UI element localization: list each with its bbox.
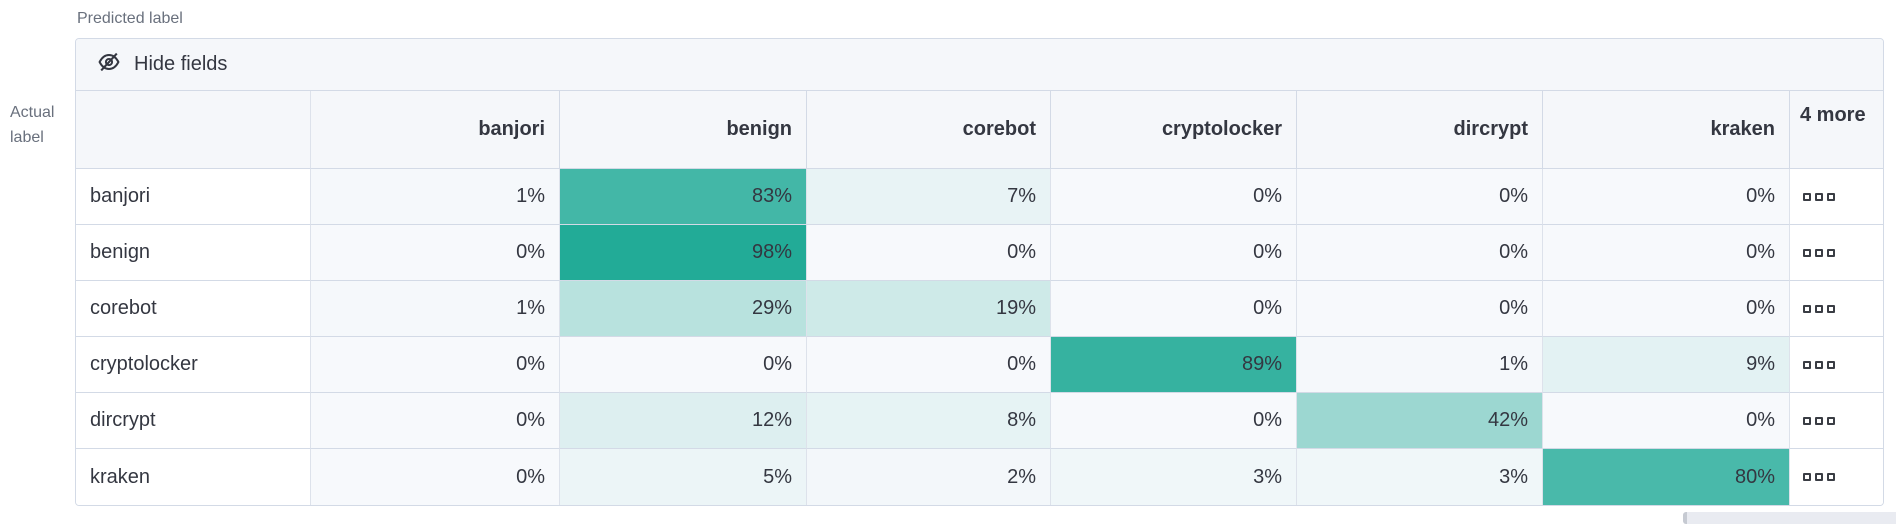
matrix-cell-benign-corebot: 0% (807, 225, 1051, 281)
horizontal-scrollbar-thumb[interactable] (1683, 512, 1896, 524)
column-header-benign[interactable]: benign (560, 91, 807, 169)
eye-closed-icon (96, 49, 122, 80)
boxes-horizontal-icon (1803, 248, 1835, 257)
boxes-horizontal-icon (1803, 304, 1835, 313)
matrix-cell-banjori-benign: 83% (560, 169, 807, 225)
matrix-cell-corebot-corebot: 19% (807, 281, 1051, 337)
row-label-kraken: kraken (76, 449, 311, 505)
matrix-cell-kraken-banjori: 0% (311, 449, 560, 505)
confusion-matrix-panel: Hide fields banjori benign corebot cryptolo… (75, 38, 1884, 506)
boxes-horizontal-icon (1803, 416, 1835, 425)
matrix-cell-corebot-dircrypt: 0% (1297, 281, 1543, 337)
more-columns-button[interactable] (1790, 449, 1883, 505)
matrix-cell-cryptolocker-dircrypt: 1% (1297, 337, 1543, 393)
more-columns-button[interactable] (1790, 393, 1883, 449)
matrix-cell-banjori-dircrypt: 0% (1297, 169, 1543, 225)
matrix-cell-kraken-corebot: 2% (807, 449, 1051, 505)
column-header-more[interactable]: 4 more (1790, 91, 1883, 169)
matrix-cell-banjori-kraken: 0% (1543, 169, 1790, 225)
matrix-cell-banjori-cryptolocker: 0% (1051, 169, 1297, 225)
matrix-cell-cryptolocker-cryptolocker: 89% (1051, 337, 1297, 393)
more-columns-button[interactable] (1790, 281, 1883, 337)
matrix-cell-dircrypt-banjori: 0% (311, 393, 560, 449)
predicted-label: Predicted label (77, 10, 183, 27)
row-label-benign: benign (76, 225, 311, 281)
row-label-cryptolocker: cryptolocker (76, 337, 311, 393)
matrix-cell-kraken-cryptolocker: 3% (1051, 449, 1297, 505)
matrix-cell-corebot-kraken: 0% (1543, 281, 1790, 337)
matrix-cell-cryptolocker-banjori: 0% (311, 337, 560, 393)
matrix-cell-benign-cryptolocker: 0% (1051, 225, 1297, 281)
matrix-cell-corebot-cryptolocker: 0% (1051, 281, 1297, 337)
matrix-cell-benign-benign: 98% (560, 225, 807, 281)
matrix-cell-dircrypt-kraken: 0% (1543, 393, 1790, 449)
hide-fields-button[interactable]: Hide fields (76, 39, 1883, 91)
column-header-cryptolocker[interactable]: cryptolocker (1051, 91, 1297, 169)
matrix-cell-cryptolocker-corebot: 0% (807, 337, 1051, 393)
column-header-kraken[interactable]: kraken (1543, 91, 1790, 169)
boxes-horizontal-icon (1803, 473, 1835, 481)
boxes-horizontal-icon (1803, 192, 1835, 201)
matrix-cell-kraken-kraken: 80% (1543, 449, 1790, 505)
confusion-matrix-grid: banjori benign corebot cryptolocker dircrypt… (76, 91, 1883, 505)
matrix-cell-cryptolocker-kraken: 9% (1543, 337, 1790, 393)
row-label-corebot: corebot (76, 281, 311, 337)
matrix-cell-banjori-banjori: 1% (311, 169, 560, 225)
column-header-corebot[interactable]: corebot (807, 91, 1051, 169)
more-columns-button[interactable] (1790, 169, 1883, 225)
matrix-cell-dircrypt-dircrypt: 42% (1297, 393, 1543, 449)
matrix-cell-corebot-banjori: 1% (311, 281, 560, 337)
more-columns-button[interactable] (1790, 337, 1883, 393)
matrix-cell-cryptolocker-benign: 0% (560, 337, 807, 393)
matrix-cell-kraken-dircrypt: 3% (1297, 449, 1543, 505)
row-label-dircrypt: dircrypt (76, 393, 311, 449)
matrix-cell-corebot-benign: 29% (560, 281, 807, 337)
boxes-horizontal-icon (1803, 360, 1835, 369)
matrix-cell-benign-dircrypt: 0% (1297, 225, 1543, 281)
hide-fields-label: Hide fields (134, 53, 228, 75)
actual-label: Actual label (10, 104, 55, 146)
matrix-cell-dircrypt-corebot: 8% (807, 393, 1051, 449)
column-header-banjori[interactable]: banjori (311, 91, 560, 169)
corner-cell (76, 91, 311, 169)
matrix-cell-banjori-corebot: 7% (807, 169, 1051, 225)
matrix-cell-dircrypt-cryptolocker: 0% (1051, 393, 1297, 449)
matrix-cell-benign-banjori: 0% (311, 225, 560, 281)
row-label-banjori: banjori (76, 169, 311, 225)
more-columns-button[interactable] (1790, 225, 1883, 281)
column-header-dircrypt[interactable]: dircrypt (1297, 91, 1543, 169)
matrix-cell-kraken-benign: 5% (560, 449, 807, 505)
matrix-cell-benign-kraken: 0% (1543, 225, 1790, 281)
matrix-cell-dircrypt-benign: 12% (560, 393, 807, 449)
